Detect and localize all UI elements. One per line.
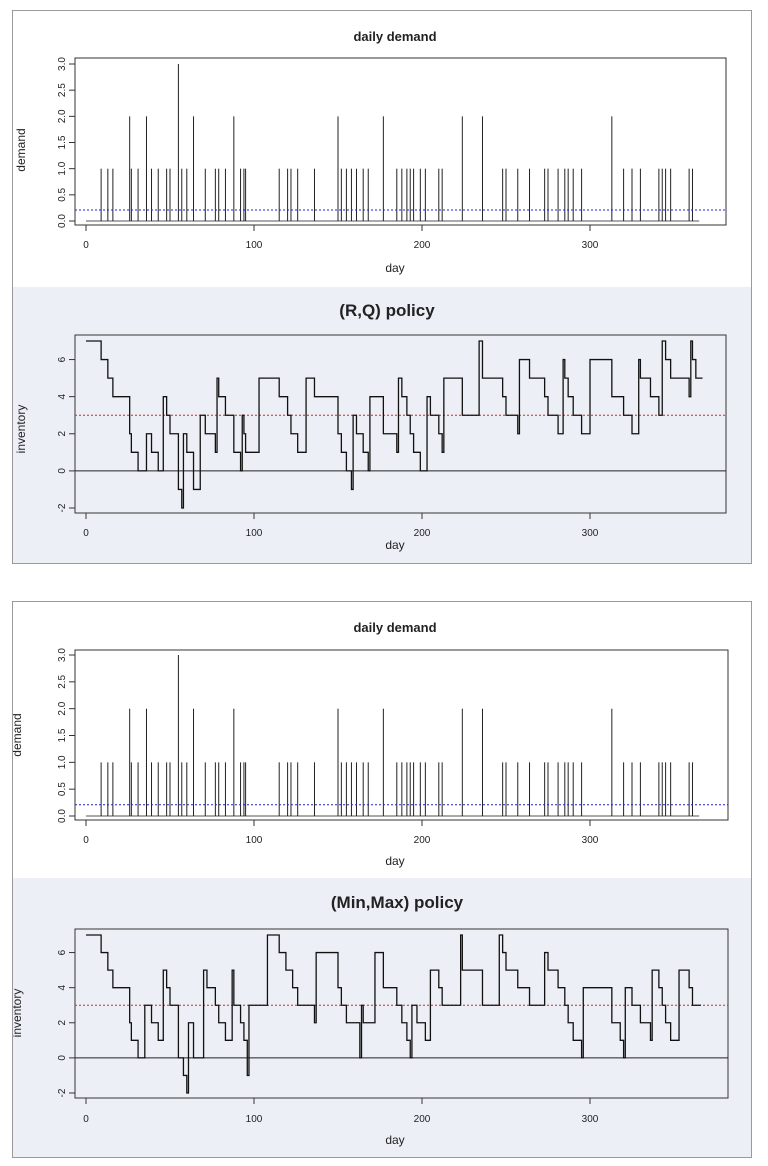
- x-tick-label: 100: [246, 528, 263, 539]
- y-tick-label: 3.0: [57, 648, 68, 662]
- x-tick-label: 0: [83, 240, 89, 251]
- plot-frame: [74, 928, 729, 1099]
- y-axis-label: inventory: [14, 405, 28, 454]
- inventory-step-line: [86, 934, 701, 1094]
- y-tick-label: 0.5: [57, 782, 68, 796]
- demand-chart: daily demand day demand 0 100 200 300 0.0 0.5…: [14, 29, 727, 275]
- demand-panel: daily demand day demand 0 100 200 300 0.0 0.5…: [13, 11, 751, 287]
- chart-title: (Min,Max) policy: [331, 893, 464, 912]
- x-tick-label: 100: [246, 1114, 263, 1125]
- y-tick-label: -2: [57, 1088, 68, 1097]
- rq-policy-chart: (R,Q) policy day inventory 0 100 200 300 -2 0…: [14, 301, 727, 552]
- x-axis-label: day: [385, 854, 404, 868]
- x-axis-label: day: [385, 1133, 404, 1147]
- y-tick-label: -2: [57, 503, 68, 512]
- inventory-panel: (Min,Max) policy day inventory 0 100 200 30…: [13, 878, 751, 1157]
- x-axis-label: day: [385, 261, 404, 275]
- chart-title: daily demand: [353, 620, 436, 635]
- figure-rq: daily demand day demand 0 100 200 300 0.0 0.5…: [12, 10, 752, 564]
- x-tick-label: 0: [83, 528, 89, 539]
- x-tick-label: 200: [414, 1114, 431, 1125]
- demand-chart: daily demand day demand 0 100 200 300 0.0 0.5…: [13, 620, 729, 868]
- x-tick-label: 100: [246, 240, 263, 251]
- demand-panel: daily demand day demand 0 100 200 300 0.0 0.5…: [13, 602, 751, 878]
- x-tick-label: 300: [582, 528, 599, 539]
- inventory-step-line: [86, 340, 703, 509]
- y-tick-label: 4: [57, 393, 68, 399]
- y-tick-label: 2: [57, 1020, 68, 1026]
- y-tick-label: 2.5: [57, 83, 68, 97]
- x-tick-label: 300: [582, 1114, 599, 1125]
- inventory-panel: (R,Q) policy day inventory 0 100 200 300 -2 0…: [13, 287, 751, 563]
- x-axis-label: day: [385, 538, 404, 552]
- y-axis-label: inventory: [13, 989, 24, 1038]
- plot-frame: [74, 57, 727, 226]
- y-tick-label: 0: [57, 1055, 68, 1061]
- chart-title: daily demand: [353, 29, 436, 44]
- plot-frame: [74, 334, 727, 514]
- y-tick-label: 0: [57, 468, 68, 474]
- y-tick-label: 6: [57, 949, 68, 955]
- y-tick-label: 2.5: [57, 674, 68, 688]
- y-axis-label: demand: [13, 713, 24, 756]
- y-tick-label: 4: [57, 984, 68, 990]
- y-tick-label: 0.0: [57, 809, 68, 823]
- y-tick-label: 2.0: [57, 109, 68, 123]
- y-tick-label: 2: [57, 431, 68, 437]
- y-tick-label: 3.0: [57, 57, 68, 71]
- y-tick-label: 1.5: [57, 728, 68, 742]
- x-tick-label: 0: [83, 835, 89, 846]
- x-tick-label: 300: [582, 835, 599, 846]
- x-tick-label: 300: [582, 240, 599, 251]
- y-tick-label: 1.5: [57, 135, 68, 149]
- figure-minmax: daily demand day demand 0 100 200 300 0.0 0.5…: [12, 601, 752, 1158]
- x-tick-label: 100: [246, 835, 263, 846]
- minmax-policy-chart: (Min,Max) policy day inventory 0 100 200 30…: [13, 893, 729, 1147]
- y-tick-label: 0.0: [57, 214, 68, 228]
- y-tick-label: 1.0: [57, 161, 68, 175]
- y-tick-label: 0.5: [57, 187, 68, 201]
- x-tick-label: 0: [83, 1114, 89, 1125]
- y-tick-label: 6: [57, 356, 68, 362]
- x-tick-label: 200: [414, 528, 431, 539]
- y-tick-label: 2.0: [57, 701, 68, 715]
- y-axis-label: demand: [14, 128, 28, 171]
- chart-title: (R,Q) policy: [339, 301, 435, 320]
- x-tick-label: 200: [414, 835, 431, 846]
- x-tick-label: 200: [414, 240, 431, 251]
- y-tick-label: 1.0: [57, 755, 68, 769]
